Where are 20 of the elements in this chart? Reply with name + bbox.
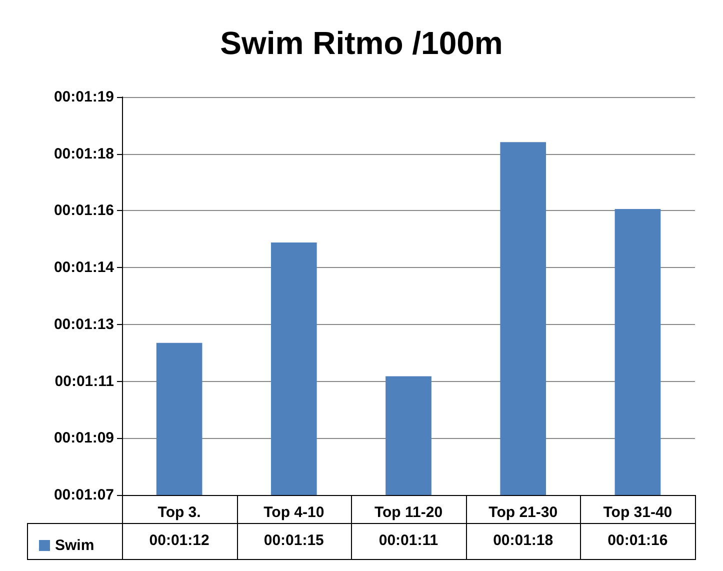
y-tick-label: 00:01:13	[54, 316, 114, 333]
y-tick-label: 00:01:19	[54, 88, 114, 106]
y-tick-label: 00:01:11	[54, 372, 114, 390]
data-label: 00:01:18	[492, 531, 554, 551]
x-tick-label: Top 4-10	[264, 504, 324, 521]
y-tick-label: 00:01:18	[54, 145, 114, 162]
y-tick-label: 00:01:09	[54, 430, 114, 447]
chart-title: Swim Ritmo /100m	[220, 25, 503, 61]
data-label: 00:01:15	[262, 531, 325, 551]
y-tick-label: 00:01:07	[54, 486, 114, 504]
x-tick-label: Top 31-40	[603, 504, 672, 521]
data-label: 00:01:11	[378, 531, 440, 551]
data-label: 00:01:12	[148, 531, 210, 551]
x-tick-label: Top 3.	[158, 504, 201, 521]
legend-label: Swim	[55, 537, 94, 554]
x-tick-label: Top 21-30	[488, 504, 558, 521]
y-tick-label: 00:01:14	[54, 259, 115, 276]
y-tick-label: 00:01:16	[54, 202, 114, 220]
data-label: 00:01:16	[606, 531, 669, 551]
x-tick-label: Top 11-20	[374, 504, 443, 521]
